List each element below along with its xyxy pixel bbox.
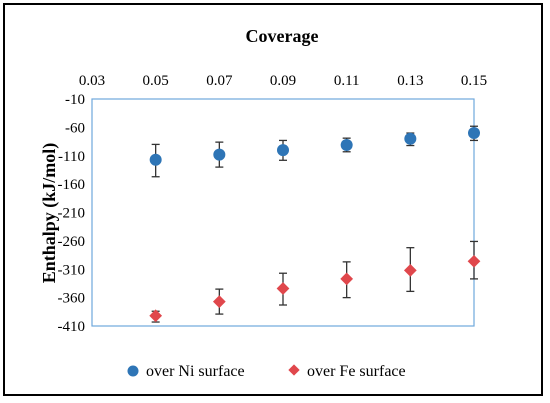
data-point [404, 132, 417, 145]
data-point [403, 264, 417, 277]
data-point [276, 282, 290, 295]
y-tick-label: -210 [58, 206, 86, 222]
data-point [340, 138, 353, 151]
data-point [467, 254, 481, 268]
x-tick-label: 0.05 [143, 73, 169, 89]
y-tick-labels: -10 -60 -110 -160 -210 -260 -310 -360 -410 [58, 92, 86, 335]
data-point [149, 153, 162, 166]
y-tick-label: -60 [65, 120, 85, 136]
series-ni [149, 125, 480, 178]
x-tick-label: 0.07 [206, 73, 233, 89]
y-tick-label: -310 [58, 262, 86, 278]
series-layer [149, 125, 481, 323]
data-point [213, 148, 226, 161]
x-axis-title: Coverage [246, 26, 319, 46]
legend-marker-ni [127, 365, 139, 377]
chart-frame: Coverage 0.03 0.05 0.07 0.09 0.11 0.13 0.15 -1… [3, 3, 543, 396]
data-point [149, 309, 163, 323]
y-tick-label: -360 [58, 291, 86, 307]
legend-marker-fe [288, 364, 300, 376]
data-point [340, 272, 354, 286]
x-tick-label: 0.15 [461, 73, 487, 89]
y-tick-label: -410 [58, 319, 86, 335]
x-tick-labels: 0.03 0.05 0.07 0.09 0.11 0.13 0.15 [79, 73, 487, 89]
x-tick-label: 0.11 [334, 73, 360, 89]
y-tick-label: -260 [58, 234, 86, 250]
x-tick-label: 0.03 [79, 73, 105, 89]
series-fe [149, 240, 481, 323]
y-tick-label: -110 [58, 149, 85, 165]
y-tick-label: -160 [58, 177, 86, 193]
chart-svg: Coverage 0.03 0.05 0.07 0.09 0.11 0.13 0.15 -1… [39, 26, 487, 380]
legend-label-ni: over Ni surface [146, 363, 245, 380]
y-axis-title: Enthalpy (kJ/mol) [39, 143, 60, 284]
y-tick-label: -10 [65, 92, 85, 108]
data-point [277, 144, 289, 157]
x-tick-label: 0.13 [397, 73, 423, 89]
data-point [468, 127, 480, 140]
data-point [212, 295, 226, 308]
plot-area-border [91, 98, 475, 327]
legend: over Ni surface over Fe surface [127, 363, 406, 380]
x-tick-label: 0.09 [270, 73, 296, 89]
legend-label-fe: over Fe surface [307, 363, 406, 380]
